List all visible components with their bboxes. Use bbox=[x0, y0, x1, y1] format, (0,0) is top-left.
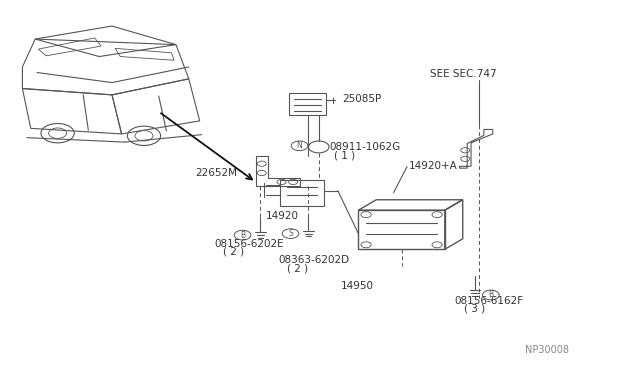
Text: B: B bbox=[488, 291, 493, 299]
Text: ( 2 ): ( 2 ) bbox=[287, 264, 308, 273]
Text: 08156-6162F: 08156-6162F bbox=[454, 296, 524, 305]
Text: B: B bbox=[240, 231, 245, 240]
Text: N: N bbox=[297, 141, 302, 150]
Text: ( 3 ): ( 3 ) bbox=[464, 304, 485, 314]
Text: 08363-6202D: 08363-6202D bbox=[278, 256, 349, 265]
Text: 14920: 14920 bbox=[266, 211, 299, 221]
Text: 14950: 14950 bbox=[341, 281, 374, 291]
Text: S: S bbox=[288, 229, 293, 238]
Text: NP30008: NP30008 bbox=[525, 346, 569, 355]
Text: 14920+A: 14920+A bbox=[408, 161, 457, 170]
Text: 22652M: 22652M bbox=[195, 168, 237, 178]
Text: 08911-1062G: 08911-1062G bbox=[330, 142, 401, 152]
Text: SEE SEC.747: SEE SEC.747 bbox=[430, 70, 497, 79]
Text: 25085P: 25085P bbox=[342, 94, 381, 103]
Text: ( 2 ): ( 2 ) bbox=[223, 247, 244, 257]
Text: ( 1 ): ( 1 ) bbox=[334, 151, 355, 160]
Text: 08156-6202E: 08156-6202E bbox=[214, 239, 284, 248]
